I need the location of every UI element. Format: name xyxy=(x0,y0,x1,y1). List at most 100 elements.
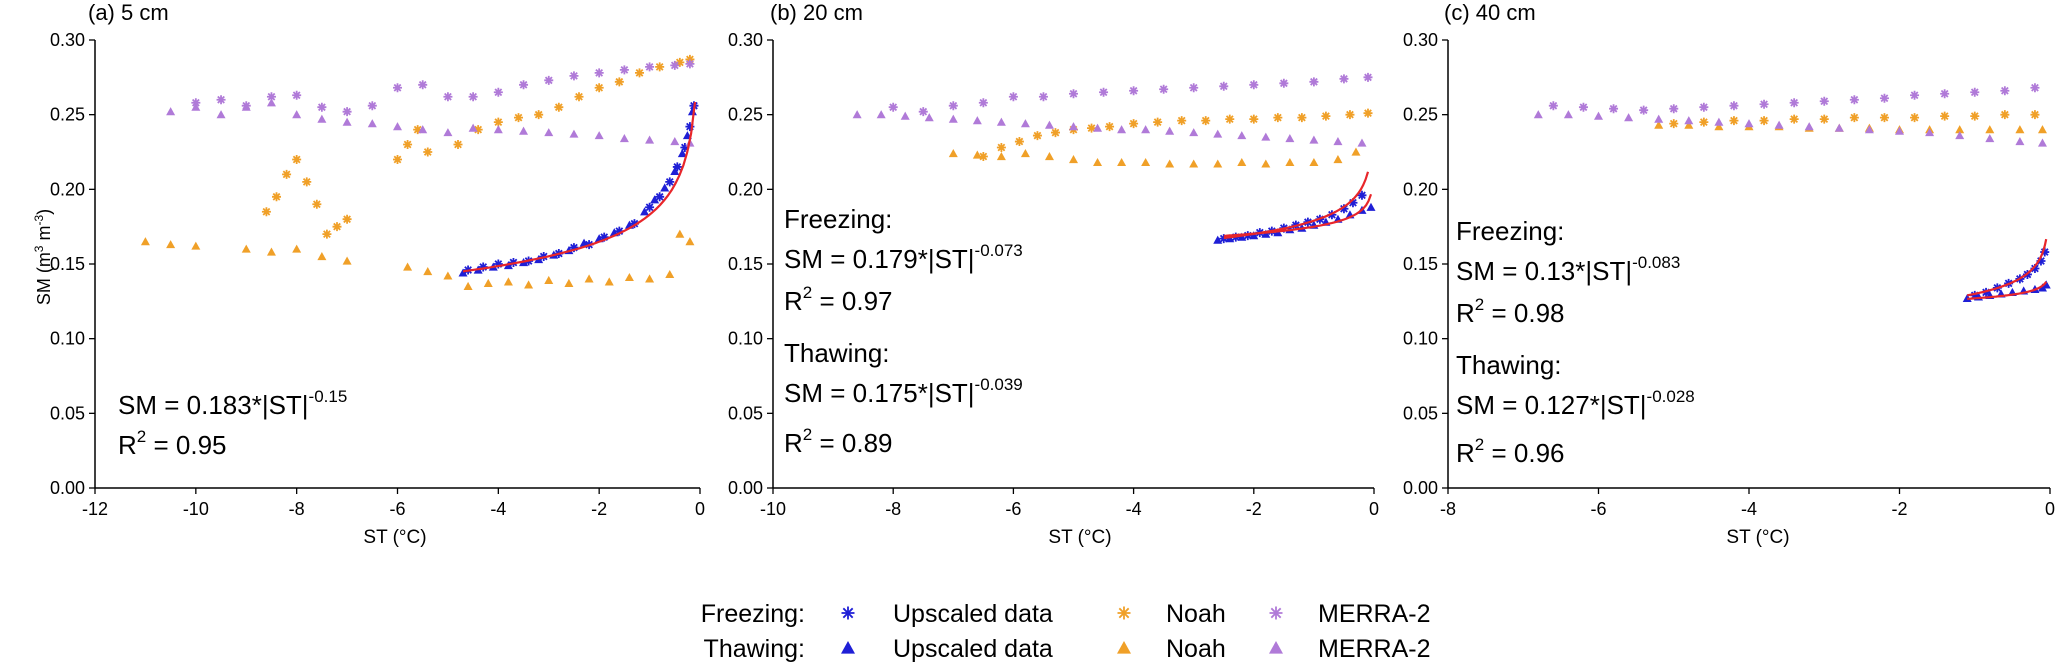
panel-b-noah-thawing-point xyxy=(1189,159,1199,168)
panel-b-merra2-freezing-point xyxy=(1159,84,1169,94)
panel-a-merra2-freezing-point xyxy=(393,83,402,93)
panel-b-y-tick-label: 0.10 xyxy=(728,329,763,349)
panel-b-x-tick-label: -2 xyxy=(1246,499,1262,519)
panel-c-noah-freezing-point xyxy=(1819,114,1829,124)
panel-a-upscaled-freezing-point xyxy=(680,143,690,153)
panel-a-noah-freezing-point xyxy=(493,117,503,127)
panel-a: (a) 5 cm SM (m3 m-3) ST (°C) SM = 0.183*… xyxy=(32,0,427,548)
panel-b-y-tick-label: 0.05 xyxy=(728,403,763,423)
panel-c-merra2-freezing-point xyxy=(1759,99,1769,109)
panel-a-noah-thawing-point xyxy=(483,278,493,288)
legend-upscaled-freezing-label: Upscaled data xyxy=(893,600,1053,628)
panel-c-freezing-r2: R2 = 0.98 xyxy=(1456,295,1564,328)
panel-a-noah-thawing-point xyxy=(665,269,675,279)
panel-b-merra2-thawing-point xyxy=(900,111,910,120)
panel-a-merra2-thawing-point xyxy=(594,131,604,140)
panel-a-merra2-freezing-point xyxy=(443,92,453,102)
panel-c-noah-thawing-point xyxy=(2037,125,2047,134)
panel-c-noah-freezing-point xyxy=(1789,114,1799,124)
panel-a-merra2-freezing-point xyxy=(216,95,226,105)
panel-a-upscaled-freezing-point xyxy=(672,162,682,172)
panel-c-noah-thawing-point xyxy=(1955,125,1965,134)
panel-b-merra2-thawing-point xyxy=(1237,131,1247,140)
panel-a-merra2-thawing-point xyxy=(241,102,251,111)
panel-c-merra2-thawing-point xyxy=(2037,138,2047,147)
panel-b-merra2-thawing-point xyxy=(1141,125,1151,134)
panel-c-thawing-heading: Thawing: xyxy=(1456,350,1562,380)
panel-c-x-axis-label: ST (°C) xyxy=(1726,527,1789,548)
panel-c-merra2-freezing-point xyxy=(1849,95,1859,105)
panel-b-merra2-freezing-point xyxy=(1129,86,1139,96)
panel-a-merra2-freezing-point xyxy=(569,71,579,81)
panel-c-noah-freezing-point xyxy=(1759,116,1769,126)
panel-b-noah-freezing-point xyxy=(1363,108,1373,118)
panel-b-y-tick-label: 0.20 xyxy=(728,179,763,199)
panel-a-merra2-thawing-point xyxy=(317,114,327,123)
panel-a-noah-freezing-point xyxy=(655,62,665,72)
svg-text:SM (m3 m-3): SM (m3 m-3) xyxy=(32,209,54,305)
panel-b-noah-thawing-point xyxy=(1285,157,1295,167)
panel-a-x-tick-label: -10 xyxy=(183,499,209,519)
panel-a-merra2-freezing-point xyxy=(594,68,604,78)
panel-c-upscaled-freezing-point xyxy=(2030,263,2040,273)
panel-a-upscaled-thawing-point xyxy=(670,166,680,176)
panel-b-merra2-freezing-point xyxy=(1339,74,1349,84)
panel-c-merra2-freezing-point xyxy=(1609,104,1619,114)
panel-a-noah-thawing-point xyxy=(604,277,614,286)
panel-c-merra2-thawing-point xyxy=(1774,120,1784,129)
panel-a-y-tick-label: 0.30 xyxy=(50,30,85,50)
panel-b-noah-thawing-point xyxy=(1309,157,1319,167)
panel-c-y-tick-label: 0.00 xyxy=(1403,478,1438,498)
panel-a-upscaled-thawing-point xyxy=(650,195,660,204)
panel-a-noah-thawing-point xyxy=(140,237,150,246)
panel-a-noah-thawing-point xyxy=(292,244,302,253)
panel-c-merra2-thawing-point xyxy=(1985,134,1995,143)
panel-a-merra2-thawing-point xyxy=(393,122,402,131)
panel-b-noah-thawing-point xyxy=(1237,157,1247,167)
panel-a-x-tick-label: -2 xyxy=(591,499,607,519)
panel-c-x-tick-label: -6 xyxy=(1590,499,1606,519)
panel-c-noah-freezing-point xyxy=(1669,119,1679,129)
panel-b-merra2-freezing-point xyxy=(1309,77,1319,87)
panel-b-upscaled-thawing-point xyxy=(1249,231,1259,240)
panel-b-merra2-freezing-point xyxy=(978,98,988,108)
panel-b-upscaled-freezing-point xyxy=(1339,204,1349,214)
panel-a-merra2-thawing-point xyxy=(418,125,428,134)
panel-a-y-tick-label: 0.00 xyxy=(50,478,85,498)
panel-a-merra2-thawing-point xyxy=(619,134,629,143)
panel-a-upscaled-thawing-point xyxy=(677,148,687,158)
panel-b-merra2-freezing-point xyxy=(1279,78,1289,88)
panel-b-merra2-thawing-point xyxy=(924,113,934,122)
panel-a-noah-thawing-point xyxy=(544,275,554,285)
panel-c-merra2-freezing-point xyxy=(1578,102,1588,112)
panel-a-noah-thawing-point xyxy=(266,247,276,256)
panel-a-y-tick-label: 0.20 xyxy=(50,179,85,199)
panel-b-y-tick-label: 0.30 xyxy=(728,30,763,50)
panel-c-merra2-thawing-point xyxy=(1594,111,1603,120)
panel-c-merra2-thawing-point xyxy=(1563,110,1573,119)
panel-b-freezing-heading: Freezing: xyxy=(784,204,892,234)
panel-c-noah-freezing-point xyxy=(1910,113,1920,123)
panel-a-upscaled-freezing-point xyxy=(569,243,579,253)
panel-a-merra2-thawing-point xyxy=(216,110,226,119)
panel-c-plot-area: 0.00 0.05 0.10 0.15 0.20 0.25 0.30 -8 -6 -4 -2 0 xyxy=(1403,30,2055,519)
panel-b-x-tick-label: -8 xyxy=(885,499,901,519)
panel-c-upscaled-freezing-point xyxy=(1970,290,1980,300)
panel-b-merra2-freezing-point xyxy=(1363,72,1373,82)
panel-b-merra2-thawing-point xyxy=(996,117,1006,126)
panel-a-merra2-freezing-point xyxy=(367,101,377,111)
panel-c-merra2-thawing-point xyxy=(1864,125,1874,134)
panel-c-thawing-r2: R2 = 0.96 xyxy=(1456,435,1564,468)
panel-b-noah-thawing-point xyxy=(1165,159,1175,168)
panel-b-merra2-thawing-point xyxy=(1165,126,1175,135)
panel-c-merra2-thawing-point xyxy=(1654,114,1664,123)
panel-a-noah-freezing-point xyxy=(453,140,463,150)
panel-b-merra2-thawing-point xyxy=(1357,138,1367,147)
panel-a-noah-thawing-point xyxy=(317,252,327,261)
panel-a-noah-freezing-point xyxy=(675,57,685,67)
panel-c-upscaled-thawing-point xyxy=(2041,280,2051,289)
panel-a-noah-freezing-point xyxy=(302,177,312,187)
panel-c-y-tick-label: 0.15 xyxy=(1403,254,1438,274)
panel-a-upscaled-freezing-point xyxy=(478,262,488,272)
panel-c-merra2-freezing-point xyxy=(1910,90,1920,100)
